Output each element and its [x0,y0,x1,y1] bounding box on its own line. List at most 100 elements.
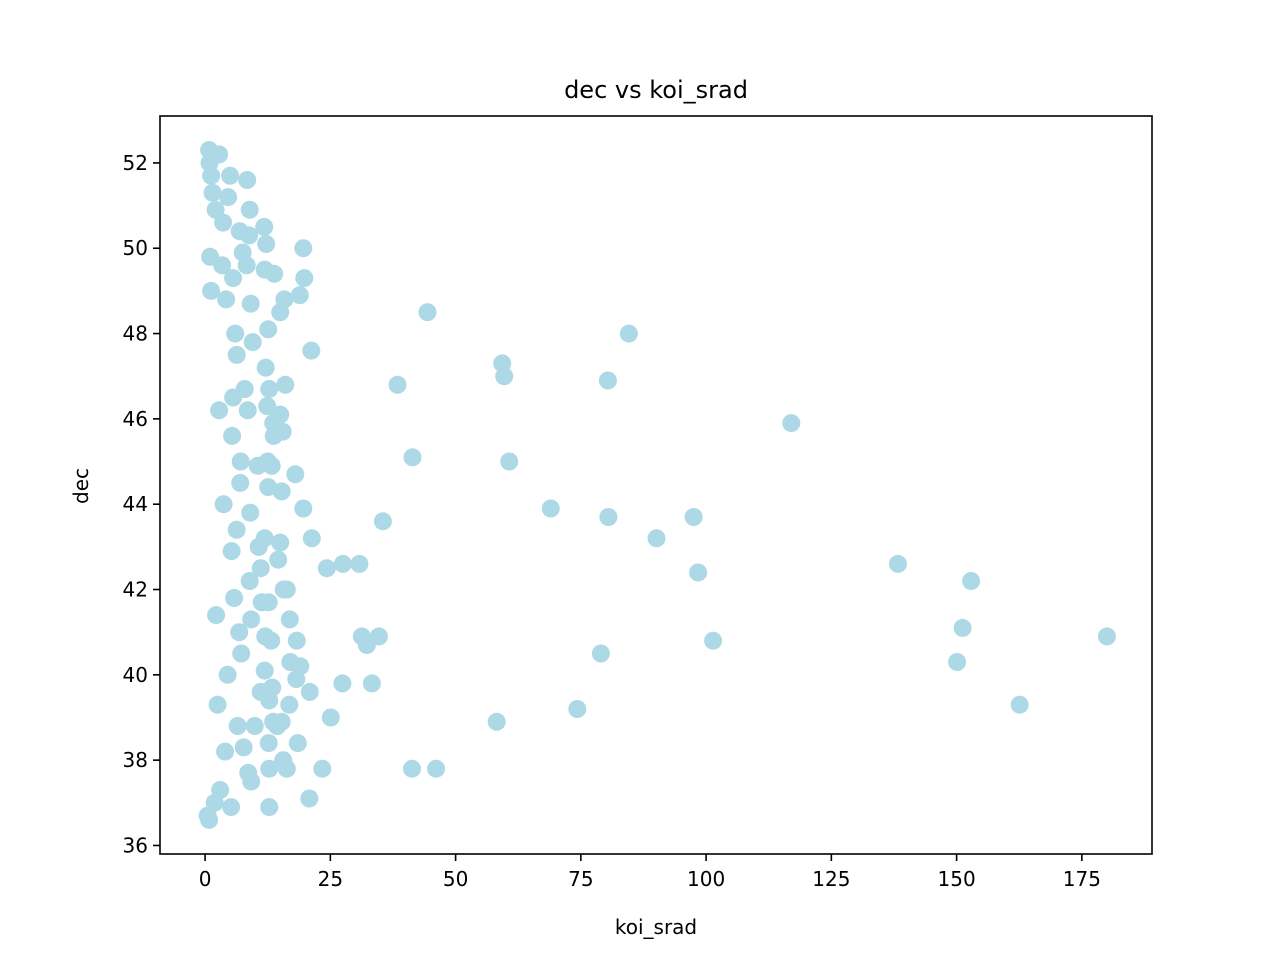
data-point-139 [231,473,250,492]
data-point-65 [647,529,666,548]
plot-frame [159,115,1153,855]
y-tick-label-36: 36 [123,833,148,857]
data-point-122 [313,759,332,778]
x-axis: 0 25 50 75 100 125 150 175 [199,854,1101,891]
data-point-103 [362,674,381,693]
data-point-123 [260,759,279,778]
data-points [198,141,1116,829]
data-point-47 [264,426,283,445]
data-point-14 [294,239,313,258]
data-point-108 [280,695,299,714]
data-point-95 [591,644,610,663]
data-point-100 [948,653,967,671]
data-point-20 [295,269,314,288]
x-tick-label-125: 125 [812,867,850,891]
data-point-148 [216,742,235,761]
x-tick-label-75: 75 [568,867,593,891]
data-point-28 [619,324,638,343]
data-point-35 [495,367,514,386]
data-point-102 [333,674,352,693]
data-point-140 [224,388,243,407]
data-point-96 [232,644,251,663]
data-point-128 [300,789,319,808]
data-point-29 [259,320,278,339]
data-point-119 [234,738,253,757]
data-point-41 [782,414,801,433]
data-point-127 [242,772,261,791]
data-point-44 [258,397,277,416]
data-point-74 [251,559,270,578]
data-point-75 [689,563,708,582]
data-point-30 [226,324,245,343]
data-point-27 [271,303,290,322]
data-point-109 [1010,695,1029,714]
data-point-132 [200,810,219,829]
y-tick-label-40: 40 [123,663,148,687]
data-point-143 [233,243,252,262]
y-tick-label-48: 48 [123,322,148,346]
data-point-118 [288,734,307,753]
data-point-7 [219,188,238,207]
data-point-81 [225,589,244,607]
data-point-84 [280,610,299,629]
data-point-76 [889,554,907,573]
data-point-26 [418,303,437,322]
data-point-142 [217,290,236,309]
data-point-144 [214,213,233,232]
data-point-114 [487,712,506,731]
data-point-63 [241,503,260,522]
data-point-19 [265,264,284,283]
data-point-86 [953,618,972,637]
data-point-12 [240,226,259,245]
data-point-60 [599,508,618,526]
data-point-3 [210,145,229,164]
y-axis: 36 38 40 42 44 46 48 50 52 [123,151,160,857]
chart-title: dec vs koi_srad [564,76,748,104]
y-tick-label-42: 42 [123,578,148,602]
data-point-55 [286,465,305,484]
data-point-9 [240,200,259,219]
x-tick-label-0: 0 [199,867,212,891]
data-point-138 [222,542,241,561]
x-tick-label-50: 50 [443,867,468,891]
data-point-37 [388,375,407,394]
data-point-52 [248,456,267,475]
data-point-101 [287,670,306,689]
data-point-80 [277,580,296,599]
data-point-134 [211,781,230,799]
data-point-54 [231,452,250,471]
y-tick-label-44: 44 [123,492,148,516]
data-point-2 [202,166,221,185]
data-point-73 [317,559,336,578]
y-tick-label-50: 50 [123,236,148,260]
data-point-94 [357,636,376,654]
data-point-93 [287,631,306,650]
data-point-34 [256,358,275,377]
data-point-90 [704,631,723,650]
data-point-129 [260,798,279,817]
data-point-110 [568,700,587,718]
data-point-70 [269,550,288,569]
data-point-50 [500,452,519,471]
data-point-59 [541,499,560,518]
x-axis-label: koi_srad [615,915,697,939]
data-point-72 [350,554,369,573]
data-point-121 [277,759,296,778]
data-point-25 [241,294,260,313]
data-point-149 [208,695,227,714]
data-point-77 [962,572,981,590]
data-point-4 [221,166,240,185]
x-tick-label-150: 150 [938,867,976,891]
data-point-36 [598,371,617,390]
y-tick-label-38: 38 [123,748,148,772]
data-point-32 [302,341,321,360]
y-tick-label-46: 46 [123,407,148,431]
data-point-24 [290,286,309,305]
data-point-56 [272,482,291,501]
x-tick-label-100: 100 [687,867,725,891]
data-point-83 [252,593,271,612]
y-tick-label-52: 52 [123,151,148,175]
data-point-146 [214,495,233,514]
data-point-31 [243,333,262,352]
data-point-113 [321,708,340,727]
